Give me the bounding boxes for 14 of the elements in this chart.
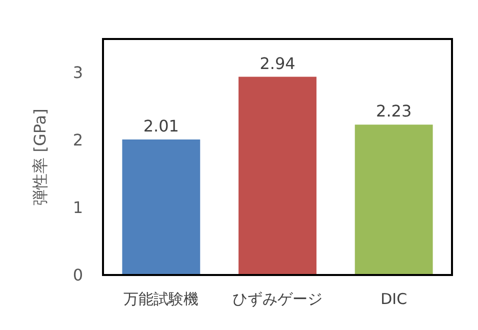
y-tick-label: 2 [72,130,83,150]
x-tick-label: ひずみゲージ [232,290,322,308]
bar [122,139,200,275]
y-tick-label: 0 [72,266,83,284]
x-tick-label: 万能試験機 [124,290,199,308]
y-tick-label: 3 [72,63,83,82]
y-tick-label: 1 [72,198,83,218]
y-axis-title: 弾性率 [GPa] [30,108,50,206]
bar [238,76,316,275]
bar [354,124,433,275]
data-label: 2.94 [260,54,296,73]
x-tick-label: DIC [380,290,408,308]
data-label: 2.01 [143,116,179,136]
data-label: 2.23 [376,102,412,121]
